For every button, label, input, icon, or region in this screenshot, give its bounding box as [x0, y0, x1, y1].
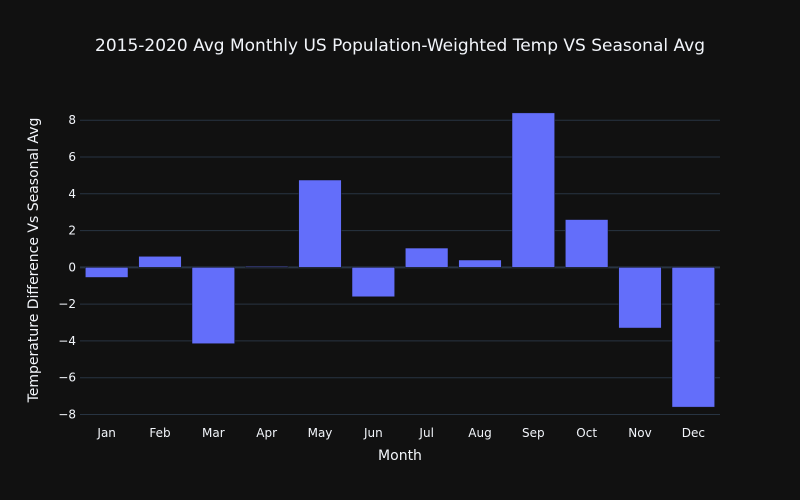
x-tick-label: Oct: [576, 426, 597, 440]
y-tick-label: −4: [58, 334, 76, 348]
x-tick-label: Apr: [256, 426, 277, 440]
x-tick-label: Mar: [202, 426, 225, 440]
x-tick-label: Sep: [522, 426, 545, 440]
x-tick-label: Aug: [468, 426, 491, 440]
y-axis-title: Temperature Difference Vs Seasonal Avg: [26, 118, 42, 404]
y-tick-label: −8: [58, 407, 76, 421]
bar-may: [298, 179, 342, 268]
y-tick-label: −6: [58, 371, 76, 385]
bar-jan: [85, 267, 129, 278]
y-tick-label: −2: [58, 297, 76, 311]
bar-jul: [405, 247, 449, 268]
gridlines: [80, 119, 720, 415]
bar-nov: [618, 267, 662, 329]
bar-mar: [191, 267, 235, 344]
x-axis-title: Month: [378, 448, 422, 464]
bar-jun: [351, 267, 395, 298]
bar-oct: [565, 219, 609, 268]
bars: [85, 112, 715, 408]
x-tick-label: Dec: [682, 426, 705, 440]
bar-feb: [138, 256, 182, 268]
y-tick-label: 4: [68, 187, 76, 201]
bar-aug: [458, 259, 502, 268]
bar-sep: [511, 112, 555, 268]
x-tick-label: Feb: [149, 426, 170, 440]
y-tick-label: 2: [68, 224, 76, 238]
x-tick-label: May: [308, 426, 333, 440]
x-tick-label: Jul: [418, 426, 433, 440]
y-tick-label: 0: [68, 260, 76, 274]
x-tick-label: Jan: [96, 426, 116, 440]
y-tick-label: 6: [68, 150, 76, 164]
y-tick-label: 8: [68, 113, 76, 127]
x-tick-label: Nov: [628, 426, 651, 440]
x-axis-ticks: Jan Feb Mar Apr May Jun Jul Aug Sep Oct Nov Dec: [96, 426, 705, 440]
bar-apr: [245, 266, 289, 268]
x-tick-label: Jun: [363, 426, 383, 440]
chart-title: 2015-2020 Avg Monthly US Population-Weig…: [95, 36, 705, 56]
bar-dec: [671, 267, 715, 408]
y-axis-ticks: −8 −6 −4 −2 0 2 4 6 8: [58, 113, 76, 421]
